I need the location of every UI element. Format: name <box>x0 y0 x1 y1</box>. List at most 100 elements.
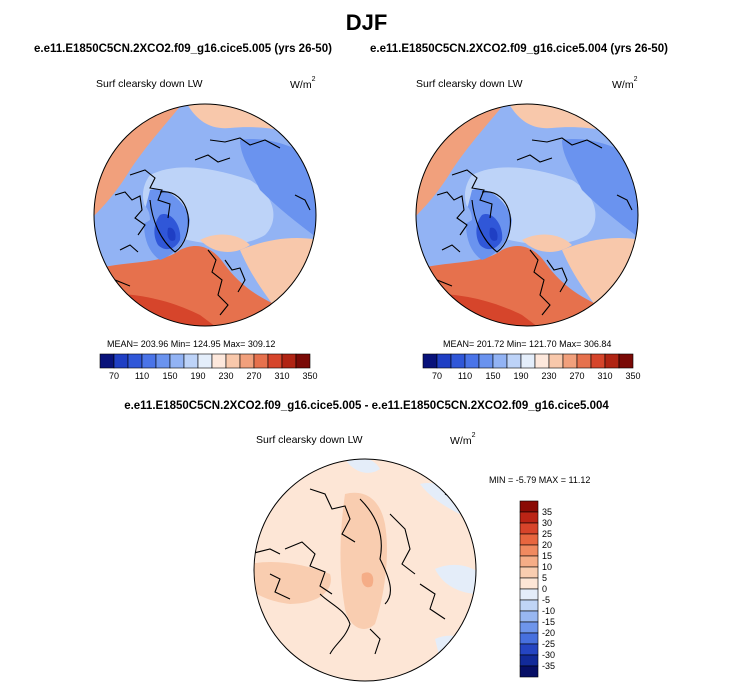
colorbar-diff-tick-label: 30 <box>542 518 552 528</box>
map3-border <box>253 458 477 682</box>
polar-map-1 <box>93 103 317 327</box>
colorbar-2-box <box>506 353 522 369</box>
colorbar-diff-tick-label: 25 <box>542 529 552 539</box>
colorbar-1-tick-label: 310 <box>274 371 289 381</box>
colorbar-1-box <box>183 353 199 369</box>
colorbar-diff-box <box>519 654 539 667</box>
colorbar-2-tick-label: 110 <box>458 371 472 381</box>
colorbar-1-tick-label: 270 <box>246 371 261 381</box>
panel1-stats: MEAN= 203.96 Min= 124.95 Max= 309.12 <box>107 339 276 349</box>
colorbar-diff-tick-label: 0 <box>542 584 547 594</box>
panel2-stats: MEAN= 201.72 Min= 121.70 Max= 306.84 <box>443 339 612 349</box>
colorbar-diff-tick-label: -20 <box>542 628 555 638</box>
colorbar-1: 70 110 150 190 230 270 310 350 <box>99 353 318 381</box>
colorbar-1-tick-label: 230 <box>218 371 233 381</box>
colorbar-2-box <box>436 353 452 369</box>
colorbar-diff-box <box>519 665 539 678</box>
diff-title: e.e11.E1850C5CN.2XCO2.f09_g16.cice5.005 … <box>124 400 609 412</box>
colorbar-1-box <box>225 353 241 369</box>
colorbar-1-tick-label: 350 <box>302 371 317 381</box>
panel2-units: W/m2 <box>612 76 638 91</box>
colorbar-1-tick-label: 150 <box>162 371 177 381</box>
colorbar-diff-box <box>519 522 539 535</box>
colorbar-2-tick-label: 190 <box>513 371 528 381</box>
colorbar-1-box <box>169 353 185 369</box>
colorbar-diff-box <box>519 599 539 612</box>
colorbar-2-box <box>422 353 438 369</box>
map1-border <box>93 103 317 327</box>
colorbar-diff-box <box>519 500 539 513</box>
colorbar-2-box <box>618 353 634 369</box>
colorbar-diff-tick-label: 20 <box>542 540 552 550</box>
polar-map-diff <box>253 458 477 682</box>
panel1-case-title: e.e11.E1850C5CN.2XCO2.f09_g16.cice5.005 … <box>34 43 332 55</box>
colorbar-diff-box <box>519 511 539 524</box>
colorbar-2-box <box>492 353 508 369</box>
colorbar-2-box <box>604 353 620 369</box>
colorbar-1-box <box>141 353 157 369</box>
colorbar-diff-tick-label: 35 <box>542 507 552 517</box>
colorbar-diff-tick-label: -5 <box>542 595 550 605</box>
colorbar-2-box <box>464 353 480 369</box>
colorbar-2-box <box>590 353 606 369</box>
colorbar-diff-tick-label: -10 <box>542 606 555 616</box>
polar-map-2 <box>415 103 639 327</box>
colorbar-2-tick-label: 350 <box>625 371 640 381</box>
colorbar-diff-box <box>519 544 539 557</box>
colorbar-diff-box <box>519 621 539 634</box>
main-title: DJF <box>345 10 388 35</box>
map3-field <box>254 459 476 681</box>
colorbar-diff-tick-label: 15 <box>542 551 552 561</box>
colorbar-2-box <box>520 353 536 369</box>
colorbar-2-tick-label: 230 <box>541 371 556 381</box>
colorbar-1-tick-label: 190 <box>190 371 205 381</box>
colorbar-1-box <box>295 353 311 369</box>
panel1-units: W/m2 <box>290 76 316 91</box>
colorbar-diff-tick-label: -30 <box>542 650 555 660</box>
map2-field <box>416 104 638 326</box>
colorbar-diff-tick-label: -35 <box>542 661 555 671</box>
colorbar-2-box <box>562 353 578 369</box>
colorbar-1-box <box>239 353 255 369</box>
colorbar-1-box <box>211 353 227 369</box>
colorbar-diff-tick-label: -15 <box>542 617 555 627</box>
colorbar-1-boxes <box>99 353 311 369</box>
panel2-variable-label: Surf clearsky down LW <box>416 78 523 90</box>
colorbar-1-box <box>155 353 171 369</box>
colorbar-diff-box <box>519 566 539 579</box>
colorbar-2-tick-label: 310 <box>597 371 612 381</box>
diff-units: W/m2 <box>450 432 476 447</box>
colorbar-1-box <box>253 353 269 369</box>
colorbar-diff-box <box>519 610 539 623</box>
diff-minmax: MIN = -5.79 MAX = 11.12 <box>489 475 591 485</box>
colorbar-1-box <box>127 353 143 369</box>
colorbar-diff-box <box>519 577 539 590</box>
colorbar-2-labels: 70 110 150 190 230 270 310 350 <box>432 371 641 381</box>
colorbar-1-box <box>99 353 115 369</box>
colorbar-2-boxes <box>422 353 634 369</box>
diff-variable-label: Surf clearsky down LW <box>256 434 363 446</box>
colorbar-1-box <box>267 353 283 369</box>
colorbar-diff-tick-label: 5 <box>542 573 547 583</box>
colorbar-2-box <box>548 353 564 369</box>
colorbar-diff-box <box>519 632 539 645</box>
colorbar-2-tick-label: 70 <box>432 371 442 381</box>
colorbar-diff-box <box>519 533 539 546</box>
colorbar-1-box <box>281 353 297 369</box>
colorbar-2-tick-label: 150 <box>485 371 500 381</box>
colorbar-diff-tick-label: 10 <box>542 562 552 572</box>
colorbar-diff-box <box>519 555 539 568</box>
colorbar-1-tick-label: 110 <box>135 371 149 381</box>
colorbar-2-tick-label: 270 <box>569 371 584 381</box>
panel2-case-title: e.e11.E1850C5CN.2XCO2.f09_g16.cice5.004 … <box>370 43 668 55</box>
colorbar-1-labels: 70 110 150 190 230 270 310 350 <box>109 371 318 381</box>
colorbar-1-box <box>113 353 129 369</box>
colorbar-diff-box <box>519 588 539 601</box>
colorbar-diff-tick-label: -25 <box>542 639 555 649</box>
panel1-variable-label: Surf clearsky down LW <box>96 78 203 90</box>
colorbar-1-tick-label: 70 <box>109 371 119 381</box>
map2-border <box>415 103 639 327</box>
colorbar-diff-box <box>519 643 539 656</box>
